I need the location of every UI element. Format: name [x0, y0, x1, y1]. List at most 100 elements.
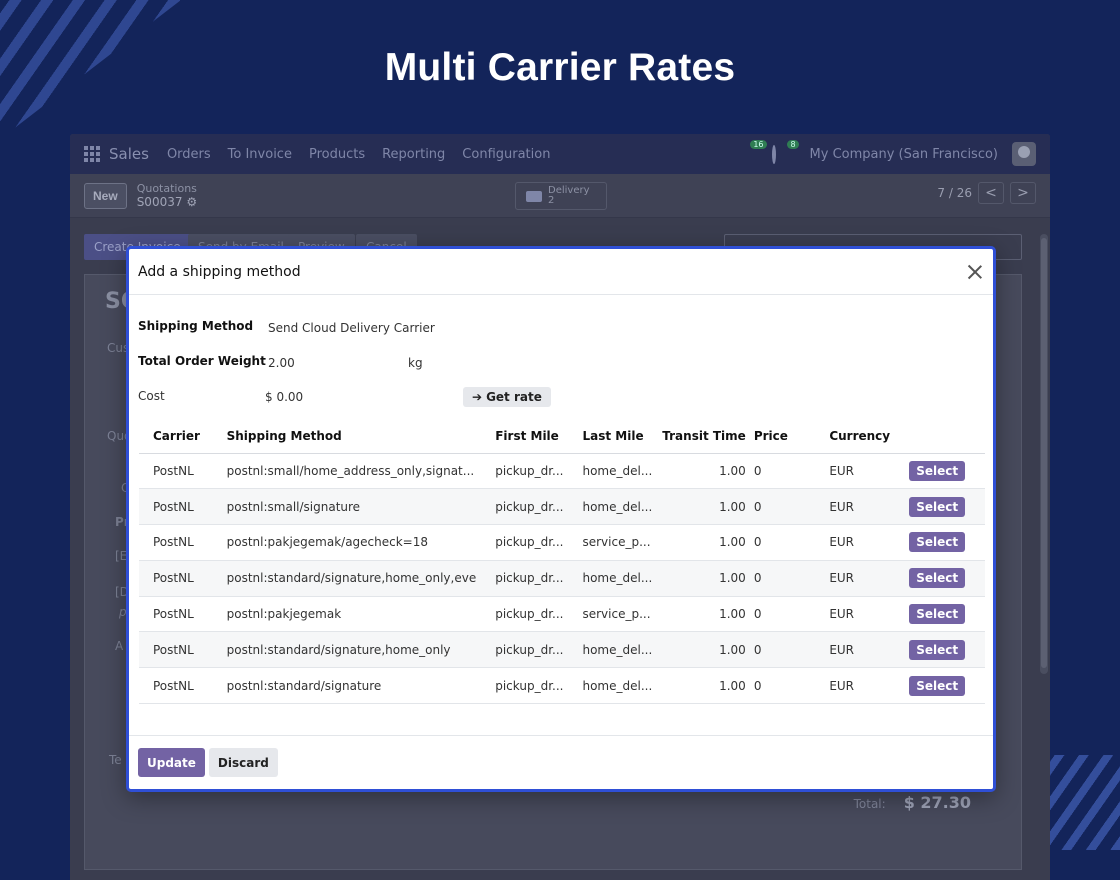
table-header-row: Carrier Shipping Method First Mile Last … — [139, 419, 985, 454]
customer-label-fragment: Cus — [107, 341, 130, 355]
shipping-method-value[interactable]: Send Cloud Delivery Carrier — [268, 321, 435, 335]
cell-shipping-method: postnl:pakjegemak — [212, 596, 482, 633]
messages-count: 16 — [750, 140, 767, 149]
carrier-rates-table: Carrier Shipping Method First Mile Last … — [139, 419, 985, 705]
cell-first-mile: pickup_dr... — [481, 524, 569, 561]
pager-next-button[interactable]: > — [1010, 182, 1036, 204]
cost-value: $ 0.00 — [265, 390, 304, 404]
cell-currency: EUR — [815, 488, 896, 526]
close-icon[interactable] — [966, 263, 984, 281]
cell-price: 0 — [753, 524, 816, 561]
select-button[interactable]: Select — [909, 496, 966, 517]
menu-to-invoice[interactable]: To Invoice — [227, 146, 292, 162]
select-button[interactable]: Select — [909, 675, 966, 696]
select-button[interactable]: Select — [909, 568, 966, 589]
breadcrumb: Quotations S00037 ⚙ — [136, 181, 198, 209]
weight-value[interactable]: 2.00 — [268, 356, 295, 370]
cell-first-mile: pickup_dr... — [481, 488, 569, 526]
select-button[interactable]: Select — [909, 639, 966, 660]
get-rate-label: Get rate — [486, 390, 542, 404]
menu-products[interactable]: Products — [308, 146, 366, 162]
line-2-sub-fragment: p — [119, 605, 127, 619]
cell-transit-time: 1.00 — [657, 453, 754, 490]
table-row: PostNL postnl:standard/signature,home_onl… — [139, 631, 985, 669]
menu-reporting[interactable]: Reporting — [382, 146, 446, 162]
total-amount: $ 27.30 — [903, 793, 971, 812]
cell-action: Select — [895, 488, 985, 526]
arrow-right-icon: ➔ — [472, 390, 483, 404]
table-row: PostNL postnl:standard/signature,home_onl… — [139, 560, 985, 597]
page-scrollbar[interactable] — [1040, 234, 1048, 674]
cell-shipping-method: postnl:standard/signature,home_only,eve — [212, 560, 482, 597]
line-2-fragment: [D — [115, 585, 129, 599]
cell-last-mile: home_del... — [568, 560, 658, 597]
pager-prev-button[interactable]: < — [978, 182, 1004, 204]
select-button[interactable]: Select — [909, 604, 966, 625]
cell-carrier: PostNL — [139, 596, 213, 633]
cell-transit-time: 1.00 — [657, 667, 754, 705]
quotation-label-fragment: Quo — [107, 429, 132, 443]
cell-shipping-method: postnl:standard/signature — [212, 667, 482, 705]
pager-value: 7 / 26 — [937, 186, 972, 200]
cell-last-mile: home_del... — [568, 631, 658, 669]
cell-first-mile: pickup_dr... — [481, 667, 569, 705]
cell-carrier: PostNL — [139, 667, 213, 705]
cell-carrier: PostNL — [139, 631, 213, 669]
delivery-smart-button[interactable]: Delivery 2 — [515, 182, 607, 210]
messages-icon[interactable]: 16 — [740, 140, 767, 161]
shipping-method-dialog: Add a shipping method Shipping Method Se… — [126, 246, 996, 792]
cell-currency: EUR — [815, 596, 896, 633]
cell-carrier: PostNL — [139, 453, 213, 490]
gear-icon[interactable]: ⚙ — [186, 194, 198, 209]
get-rate-button[interactable]: ➔ Get rate — [463, 387, 551, 407]
select-button[interactable]: Select — [909, 532, 966, 553]
cell-action: Select — [895, 524, 985, 561]
col-transit-time: Transit Time — [657, 419, 754, 454]
table-row: PostNL postnl:standard/signature pickup_dr… — [139, 667, 985, 705]
truck-icon — [526, 190, 542, 202]
discard-button[interactable]: Discard — [208, 748, 278, 777]
cell-first-mile: pickup_dr... — [481, 453, 569, 490]
cell-last-mile: home_del... — [568, 667, 658, 705]
cell-price: 0 — [753, 453, 816, 490]
select-button[interactable]: Select — [909, 460, 966, 481]
line-1-fragment: [E — [115, 549, 128, 563]
col-carrier: Carrier — [139, 419, 213, 454]
menu-orders[interactable]: Orders — [166, 146, 211, 162]
cell-currency: EUR — [815, 560, 896, 597]
cell-price: 0 — [753, 488, 816, 526]
update-button[interactable]: Update — [138, 748, 205, 777]
cost-label: Cost — [138, 389, 165, 403]
weight-label: Total Order Weight — [138, 354, 266, 368]
cell-currency: EUR — [815, 631, 896, 669]
app-brand[interactable]: Sales — [109, 145, 149, 163]
cell-shipping-method: postnl:small/signature — [212, 488, 482, 526]
breadcrumb-parent[interactable]: Quotations — [136, 181, 197, 195]
col-currency: Currency — [815, 419, 896, 454]
cell-carrier: PostNL — [139, 560, 213, 597]
dialog-fields: Shipping Method Send Cloud Delivery Carr… — [129, 295, 993, 415]
apps-grid-icon[interactable] — [84, 146, 100, 162]
cell-carrier: PostNL — [139, 488, 213, 526]
record-name: S00037 — [136, 194, 183, 209]
cell-first-mile: pickup_dr... — [481, 631, 569, 669]
new-button[interactable]: New — [84, 182, 127, 209]
cell-price: 0 — [753, 596, 816, 633]
page-headline: Multi Carrier Rates — [384, 46, 736, 89]
table-row: PostNL postnl:small/signature pickup_dr...… — [139, 488, 985, 526]
user-avatar[interactable] — [1012, 142, 1036, 166]
cell-currency: EUR — [815, 524, 896, 561]
terms-fragment: Te — [109, 753, 122, 767]
control-panel: New Quotations S00037 ⚙ — [70, 174, 1050, 218]
menu-configuration[interactable]: Configuration — [462, 146, 551, 162]
decorative-stripes-bottom-right — [1040, 755, 1120, 850]
cell-first-mile: pickup_dr... — [481, 560, 569, 597]
weight-unit: kg — [408, 356, 423, 370]
delivery-count: 2 — [548, 195, 555, 206]
company-switcher[interactable]: My Company (San Francisco) — [809, 146, 998, 162]
activities-icon[interactable]: 8 — [771, 140, 799, 164]
rates-body: PostNL postnl:small/home_address_only,sig… — [139, 453, 985, 705]
cell-currency: EUR — [815, 453, 896, 490]
col-first-mile: First Mile — [481, 419, 569, 454]
cell-shipping-method: postnl:standard/signature,home_only — [212, 631, 482, 669]
